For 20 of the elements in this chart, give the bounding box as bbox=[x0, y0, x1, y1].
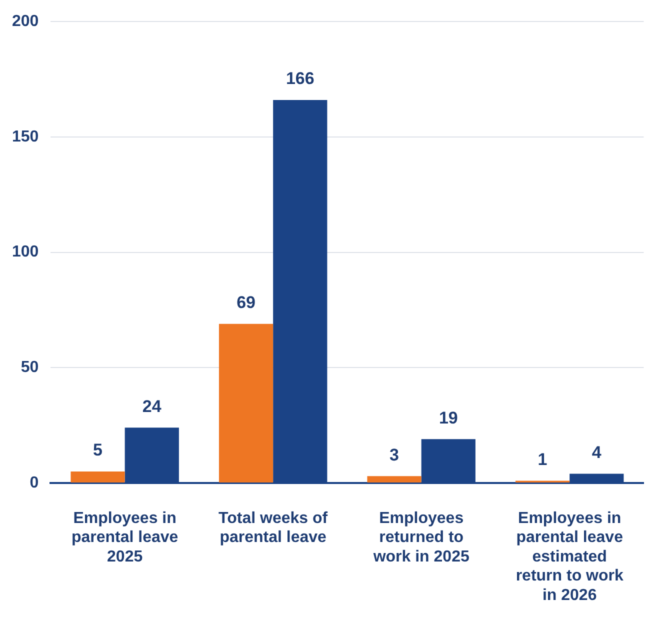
y-tick-label: 200 bbox=[12, 13, 39, 30]
data-label: 19 bbox=[438, 408, 458, 428]
bar bbox=[367, 476, 422, 482]
data-label: 69 bbox=[236, 293, 256, 312]
data-label: 1 bbox=[538, 450, 548, 469]
bar bbox=[70, 471, 125, 482]
data-label: 3 bbox=[390, 445, 400, 464]
data-label: 5 bbox=[93, 440, 102, 460]
y-tick-label: 100 bbox=[12, 244, 39, 261]
x-tick-label: Total weeks of parental leave bbox=[218, 510, 328, 546]
x-tick-label: Employees in parental leave estimated return to work in 2026 bbox=[516, 510, 624, 604]
y-tick-label: 0 bbox=[30, 474, 39, 492]
x-tick-label: Employees returned to work in 2025 bbox=[372, 510, 470, 566]
bar bbox=[218, 324, 274, 482]
data-label: 166 bbox=[286, 69, 314, 88]
data-label: 4 bbox=[592, 442, 602, 462]
y-tick-label: 150 bbox=[12, 128, 39, 146]
y-tick-label: 50 bbox=[20, 359, 39, 376]
x-tick-label: Employees in parental leave 2025 bbox=[71, 510, 178, 566]
data-label: 24 bbox=[142, 396, 162, 416]
